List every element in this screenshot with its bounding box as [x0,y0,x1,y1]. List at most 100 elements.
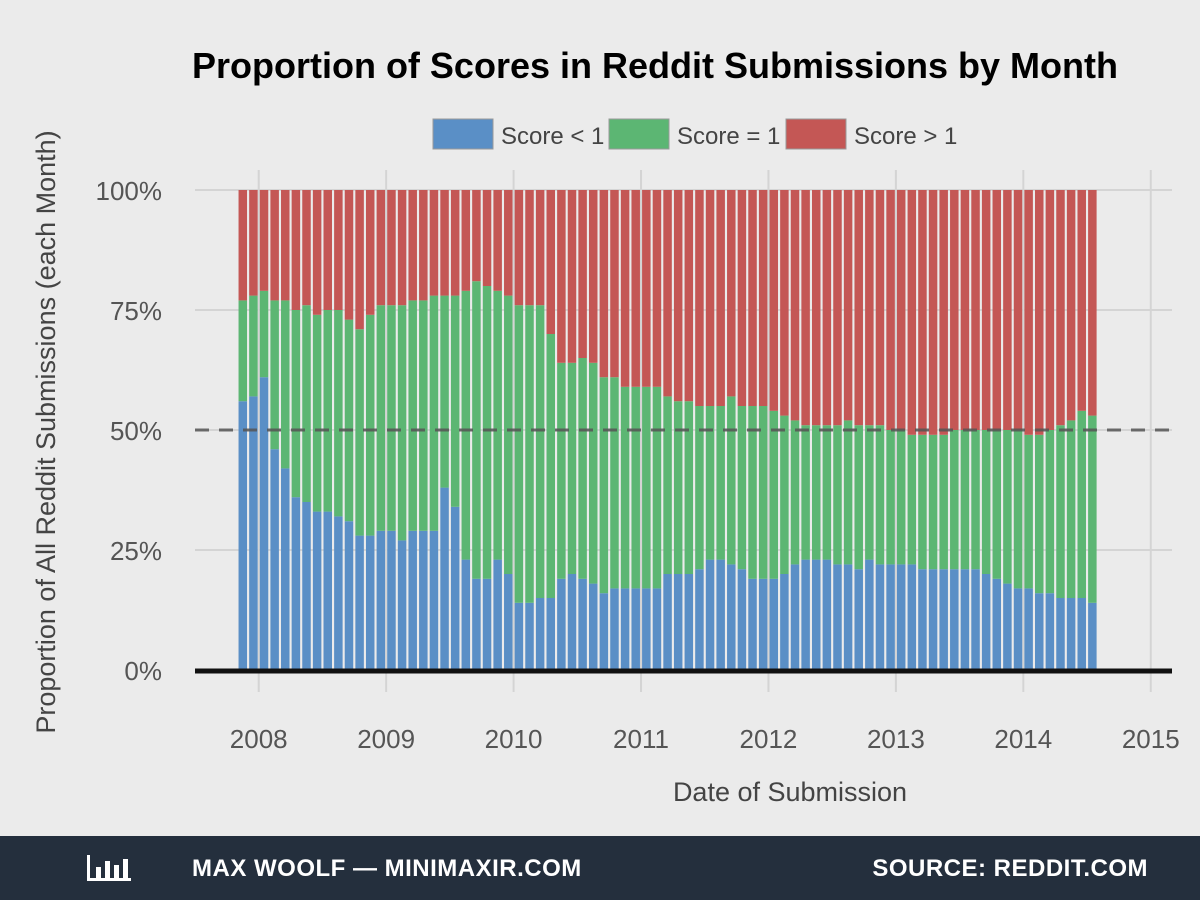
legend-swatch [785,118,847,150]
bar-segment [928,434,938,570]
bar-segment [323,190,332,310]
bar-segment [270,190,279,301]
bar-segment [918,434,927,570]
bar-segment [1013,190,1023,430]
bar-segment [1045,430,1055,594]
bar-segment [631,588,640,670]
x-tick-label: 2008 [230,724,288,754]
legend-label: Score < 1 [501,123,604,150]
bar-segment [886,564,895,670]
legend-swatch [432,118,494,150]
bar-segment [1056,190,1065,426]
bar-segment [811,559,821,670]
bar-segment [716,406,725,560]
bar-segment [790,564,800,670]
bar-segment [758,190,768,406]
bar-segment [610,190,619,378]
chart-title: Proportion of Scores in Reddit Submissio… [192,45,1118,86]
bar-segment [429,530,439,670]
bar-segment [758,406,768,579]
bar-segment [727,564,736,670]
bar-segment [716,190,725,406]
bar-segment [737,190,747,406]
bar-segment [620,386,630,589]
bar-segment [281,190,290,301]
bar-segment [599,190,609,378]
bar-segment [291,190,301,310]
bar-segment [535,598,545,670]
bar-segment [546,334,556,598]
bar-segment [695,190,704,406]
bar-segment [684,190,694,402]
bar-segment [652,386,662,589]
bar-segment [1024,190,1033,435]
bar-segment [801,190,810,426]
bar-segment [259,290,269,378]
bar-segment [642,588,651,670]
bar-segment [472,281,481,579]
bar-segment [1077,410,1086,598]
bar-segment [918,569,927,670]
bar-segment [344,319,354,522]
bar-segment [705,559,715,670]
y-tick-label: 0% [124,656,162,686]
bar-segment [472,578,481,670]
bar-segment [918,190,927,435]
x-axis: 2008 2009 2010 2011 2012 2013 2014 2015 [230,724,1180,754]
bar-segment [1035,593,1044,670]
bar-segment [631,190,640,387]
bar-segment [408,190,417,301]
bar-segment [928,569,938,670]
bar-segment [493,190,502,291]
bar-segment [302,190,311,306]
bar-segment [769,190,779,411]
bar-segment [642,190,651,387]
bar-segment [578,358,587,579]
bar-segment [950,569,959,670]
bar-segment [546,598,556,670]
bar-segment [419,300,428,531]
bar-segment [939,434,948,570]
bar-segment [302,502,311,670]
bar-segment [323,511,332,670]
bar-segment [249,190,258,296]
bar-segment [557,362,566,579]
bar-segment [854,425,863,570]
footer-credit: MAX WOOLF — MINIMAXIR.COM [192,855,582,882]
bar-segment [334,310,343,517]
bar-segment [992,190,1002,430]
bar-segment [557,578,566,670]
bar-segment [673,574,683,670]
bar-segment [1045,190,1055,430]
bar-segment [599,593,609,670]
bar-segment [1056,598,1065,670]
bar-segment [865,559,874,670]
bar-segment [843,190,853,421]
bar-segment [992,430,1002,579]
bar-segment [939,190,948,435]
bar-segment [291,310,301,498]
bar-segment [482,286,492,579]
bar-segment [981,430,991,574]
bar-segment [1013,588,1023,670]
bar-segment [1013,430,1023,589]
bars [238,190,1097,670]
bar-segment [1035,434,1044,594]
bar-segment [525,602,534,670]
bar-segment [790,420,800,565]
y-tick-label: 100% [96,176,163,206]
bar-segment [1066,190,1076,421]
bar-segment [376,305,386,531]
bar-segment [1003,190,1012,430]
bar-segment [461,559,471,670]
bar-segment [281,468,290,670]
bar-segment [737,569,747,670]
legend: Score < 1 Score = 1 Score > 1 [432,118,957,150]
bar-segment [673,401,683,574]
bar-segment [1088,415,1097,603]
x-tick-label: 2011 [613,724,669,754]
bar-segment [504,190,513,296]
bar-segment [259,377,269,670]
bar-segment [981,190,991,430]
bar-segment [950,190,959,430]
